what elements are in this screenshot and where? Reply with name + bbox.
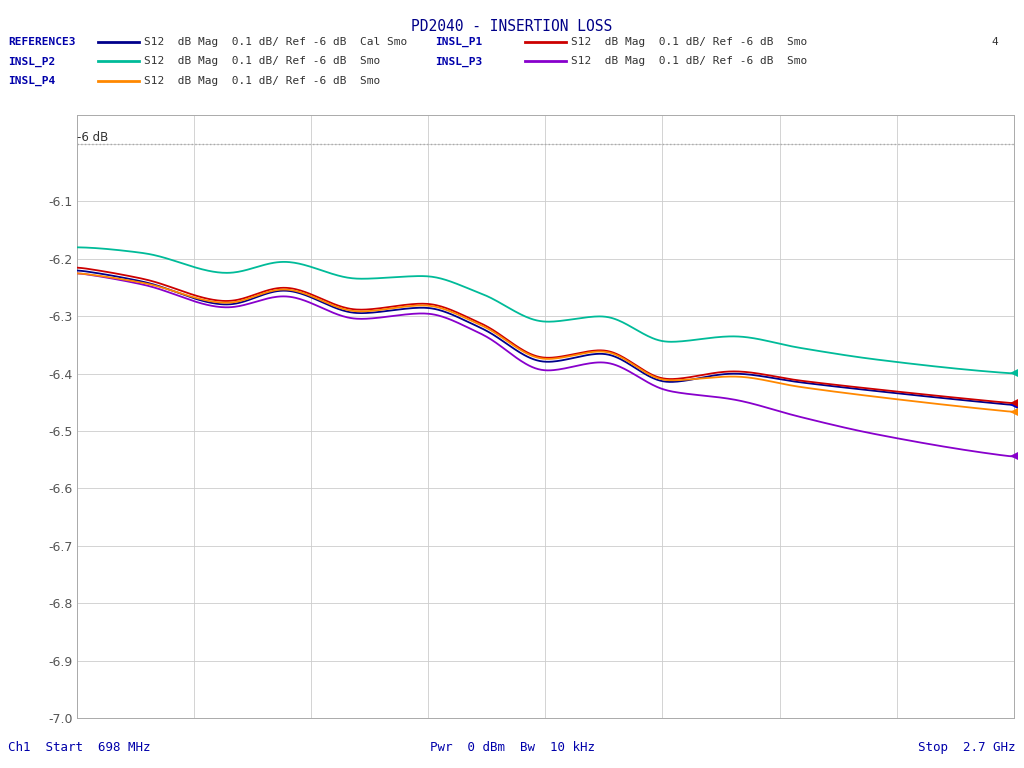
Text: -6 dB: -6 dB bbox=[77, 131, 109, 144]
Text: S12  dB Mag  0.1 dB/ Ref -6 dB  Cal Smo: S12 dB Mag 0.1 dB/ Ref -6 dB Cal Smo bbox=[144, 37, 408, 48]
Text: S12  dB Mag  0.1 dB/ Ref -6 dB  Smo: S12 dB Mag 0.1 dB/ Ref -6 dB Smo bbox=[571, 37, 808, 48]
Text: INSL_P2: INSL_P2 bbox=[8, 56, 55, 67]
Text: REFERENCE3: REFERENCE3 bbox=[8, 37, 76, 48]
Text: Ch1  Start  698 MHz: Ch1 Start 698 MHz bbox=[8, 741, 151, 754]
Text: Stop  2.7 GHz: Stop 2.7 GHz bbox=[919, 741, 1016, 754]
Text: 4: 4 bbox=[991, 37, 998, 48]
Text: S12  dB Mag  0.1 dB/ Ref -6 dB  Smo: S12 dB Mag 0.1 dB/ Ref -6 dB Smo bbox=[144, 56, 381, 67]
Text: S12  dB Mag  0.1 dB/ Ref -6 dB  Smo: S12 dB Mag 0.1 dB/ Ref -6 dB Smo bbox=[571, 56, 808, 67]
Text: PD2040 - INSERTION LOSS: PD2040 - INSERTION LOSS bbox=[412, 19, 612, 35]
Text: Pwr  0 dBm  Bw  10 kHz: Pwr 0 dBm Bw 10 kHz bbox=[429, 741, 595, 754]
Text: INSL_P1: INSL_P1 bbox=[435, 37, 482, 48]
Text: INSL_P3: INSL_P3 bbox=[435, 56, 482, 67]
Text: INSL_P4: INSL_P4 bbox=[8, 75, 55, 86]
Text: S12  dB Mag  0.1 dB/ Ref -6 dB  Smo: S12 dB Mag 0.1 dB/ Ref -6 dB Smo bbox=[144, 75, 381, 86]
